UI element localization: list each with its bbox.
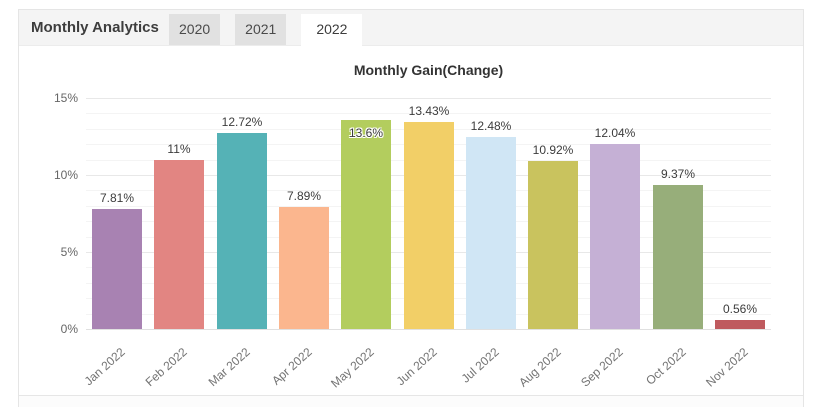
bar-jun-2022[interactable] xyxy=(404,122,454,329)
year-tabs: 2020 2021 2022 xyxy=(169,14,363,50)
card-title: Monthly Analytics xyxy=(31,19,159,36)
x-axis-label: Feb 2022 xyxy=(142,344,190,390)
x-axis-label: Jul 2022 xyxy=(458,344,502,386)
x-axis-baseline xyxy=(86,329,771,330)
chart-title: Monthly Gain(Change) xyxy=(353,62,504,78)
y-axis-tick-label: 10% xyxy=(53,168,78,182)
bar-value-label: 11% xyxy=(167,142,191,156)
card-header: Monthly Analytics xyxy=(19,10,803,46)
bar-value-label: 9.37% xyxy=(660,167,696,181)
x-axis-label: Nov 2022 xyxy=(703,344,751,390)
x-axis-label: May 2022 xyxy=(328,344,377,391)
gridline-minor xyxy=(86,113,771,114)
bar-aug-2022[interactable] xyxy=(528,161,578,329)
bar-may-2022[interactable] xyxy=(341,120,391,329)
bar-sep-2022[interactable] xyxy=(590,144,640,329)
x-axis-label: Aug 2022 xyxy=(516,344,564,390)
bar-value-label: 12.04% xyxy=(594,126,636,140)
bar-jan-2022[interactable] xyxy=(92,209,142,329)
x-axis-label: Oct 2022 xyxy=(643,344,689,388)
bar-oct-2022[interactable] xyxy=(653,185,703,329)
tab-2022[interactable]: 2022 xyxy=(301,14,363,50)
y-axis-tick-label: 15% xyxy=(53,91,78,105)
bar-value-label: 12.48% xyxy=(470,119,512,133)
tab-2021[interactable]: 2021 xyxy=(235,14,287,45)
bar-value-label: 0.56% xyxy=(722,302,758,316)
tab-2020[interactable]: 2020 xyxy=(169,14,221,45)
y-axis-tick-label: 0% xyxy=(60,322,78,336)
x-axis-label: Jun 2022 xyxy=(393,344,440,389)
bar-jul-2022[interactable] xyxy=(466,137,516,329)
bar-value-label: 13.6% xyxy=(348,126,384,140)
bar-chart-plot: 0% 5% 10% 15% 7.81% Jan 2022 11% Feb 2022 12.72%… xyxy=(19,10,803,407)
bar-value-label: 12.72% xyxy=(221,115,263,129)
next-section-area xyxy=(19,396,803,407)
bar-nov-2022[interactable] xyxy=(715,320,765,329)
gridline-major xyxy=(86,98,771,99)
bar-value-label: 10.92% xyxy=(532,143,574,157)
bar-value-label: 7.81% xyxy=(99,191,135,205)
x-axis-label: Sep 2022 xyxy=(578,344,626,390)
y-axis-tick-label: 5% xyxy=(60,245,78,259)
bar-apr-2022[interactable] xyxy=(279,207,329,329)
x-axis-label: Mar 2022 xyxy=(205,344,253,390)
bar-mar-2022[interactable] xyxy=(217,133,267,329)
x-axis-label: Jan 2022 xyxy=(81,344,128,389)
monthly-analytics-card: Monthly Analytics 2020 2021 2022 Monthly… xyxy=(18,9,804,407)
bar-value-label: 7.89% xyxy=(286,189,322,203)
x-axis-label: Apr 2022 xyxy=(269,344,315,388)
section-divider xyxy=(19,395,803,396)
bar-value-label: 13.43% xyxy=(408,104,450,118)
bar-feb-2022[interactable] xyxy=(154,160,204,329)
